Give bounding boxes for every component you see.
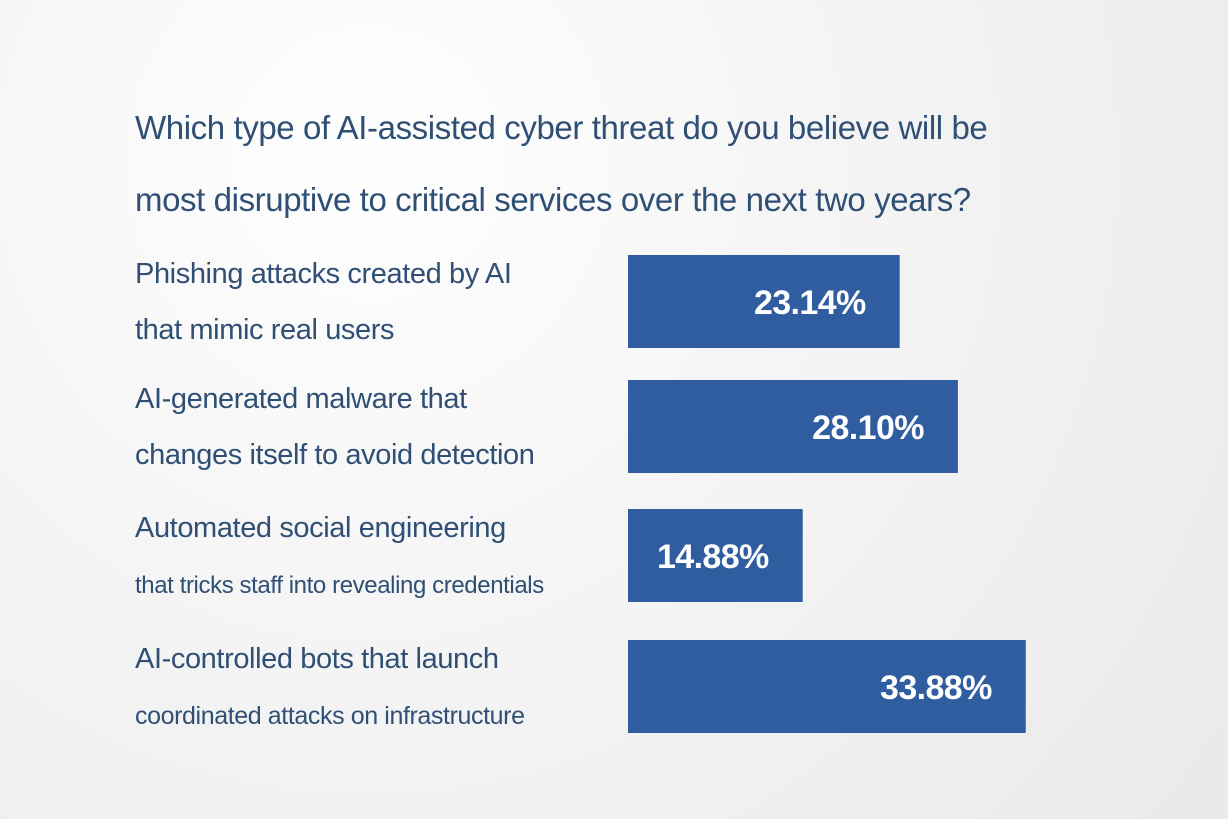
category-label-4-line-1: AI-controlled bots that launch [135,643,499,675]
bar-4 [628,640,1026,733]
value-label-2: 28.10% [812,409,924,447]
bar-2 [628,380,958,473]
category-label-3-line-2: that tricks staff into revealing credent… [135,572,544,599]
value-label-1: 23.14% [754,284,866,322]
value-label-3: 14.88% [657,538,769,576]
bar-1 [628,255,900,348]
value-label-4: 33.88% [880,669,992,707]
category-label-3-line-1: Automated social engineering [135,512,506,544]
category-label-1-line-1: Phishing attacks created by AI [135,258,512,290]
category-label-2-line-2: changes itself to avoid detection [135,439,535,471]
bar-3 [628,509,803,602]
category-label-4-line-2: coordinated attacks on infrastructure [135,702,525,730]
category-label-1-line-2: that mimic real users [135,314,394,346]
category-label-2-line-1: AI-generated malware that [135,383,467,415]
chart-title: Which type of AI-assisted cyber threat d… [135,109,988,218]
